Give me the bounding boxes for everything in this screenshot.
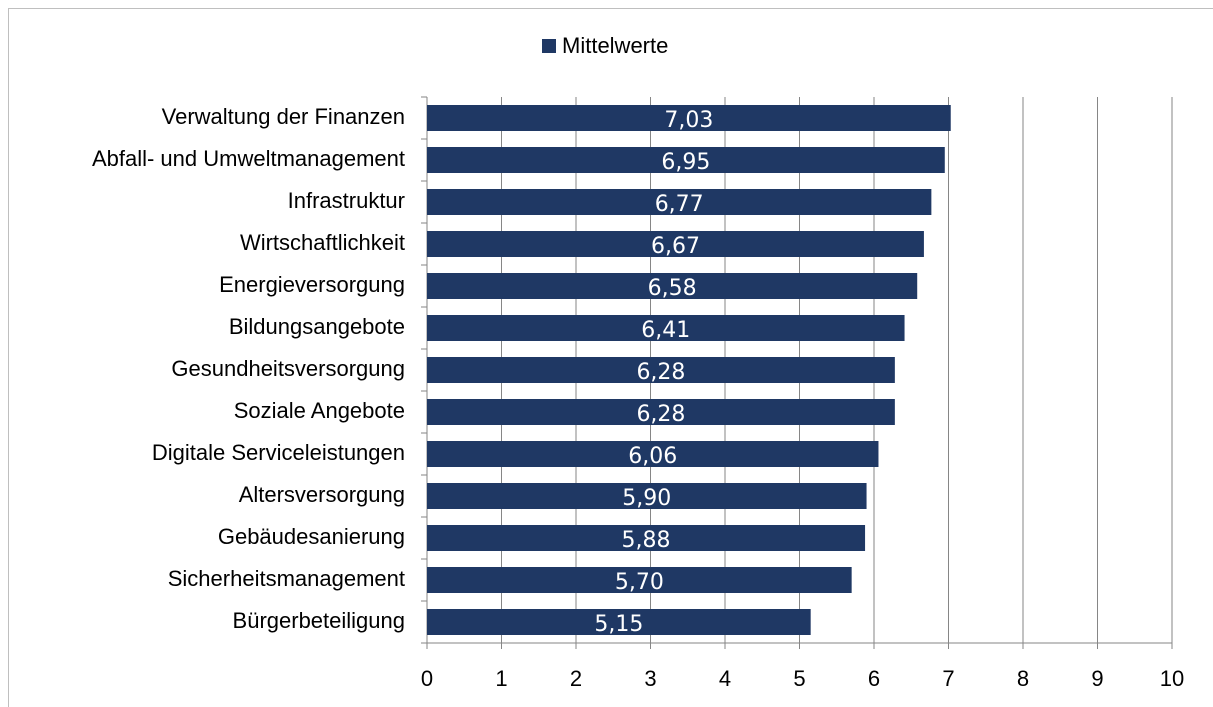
value-label: 6,28 xyxy=(636,402,685,427)
value-label: 5,90 xyxy=(622,486,671,511)
value-label: 5,88 xyxy=(622,528,671,553)
bar xyxy=(427,357,895,383)
value-label: 6,95 xyxy=(661,150,710,175)
bar xyxy=(427,609,811,635)
legend-swatch xyxy=(542,39,556,53)
bar xyxy=(427,567,852,593)
category-label: Wirtschaftlichkeit xyxy=(240,230,405,255)
x-tick-label: 2 xyxy=(570,666,582,691)
bar xyxy=(427,399,895,425)
x-tick-label: 6 xyxy=(868,666,880,691)
bar xyxy=(427,525,866,551)
bar xyxy=(427,105,951,131)
bar xyxy=(427,147,945,173)
x-tick-label: 4 xyxy=(719,666,731,691)
category-label: Infrastruktur xyxy=(288,188,405,213)
category-label: Gebäudesanierung xyxy=(218,524,405,549)
category-label: Digitale Serviceleistungen xyxy=(152,440,405,465)
value-label: 6,58 xyxy=(648,276,697,301)
value-label: 5,70 xyxy=(615,570,664,595)
category-label: Gesundheitsversorgung xyxy=(171,356,405,381)
bar xyxy=(427,441,879,467)
legend-label: Mittelwerte xyxy=(562,33,668,58)
bar xyxy=(427,483,867,509)
chart-border xyxy=(8,8,1213,707)
bar xyxy=(427,231,924,257)
category-label: Energieversorgung xyxy=(219,272,405,297)
value-label: 7,03 xyxy=(664,108,713,133)
category-label: Bildungsangebote xyxy=(229,314,405,339)
value-label: 6,67 xyxy=(651,234,700,259)
x-tick-label: 1 xyxy=(495,666,507,691)
bar xyxy=(427,273,918,299)
x-tick-label: 0 xyxy=(421,666,433,691)
x-tick-label: 3 xyxy=(644,666,656,691)
category-label: Soziale Angebote xyxy=(234,398,405,423)
value-label: 6,41 xyxy=(641,318,690,343)
bar xyxy=(427,189,932,215)
value-label: 5,15 xyxy=(594,612,643,637)
x-tick-label: 7 xyxy=(942,666,954,691)
value-label: 6,77 xyxy=(655,192,704,217)
x-tick-label: 8 xyxy=(1017,666,1029,691)
category-label: Altersversorgung xyxy=(239,482,405,507)
value-label: 6,06 xyxy=(628,444,677,469)
category-label: Abfall- und Umweltmanagement xyxy=(92,146,405,171)
x-tick-label: 5 xyxy=(793,666,805,691)
category-label: Verwaltung der Finanzen xyxy=(162,104,405,129)
category-label: Sicherheitsmanagement xyxy=(168,566,405,591)
bar xyxy=(427,315,905,341)
value-label: 6,28 xyxy=(636,360,685,385)
x-tick-label: 9 xyxy=(1091,666,1103,691)
category-label: Bürgerbeteiligung xyxy=(233,608,405,633)
x-tick-label: 10 xyxy=(1160,666,1184,691)
